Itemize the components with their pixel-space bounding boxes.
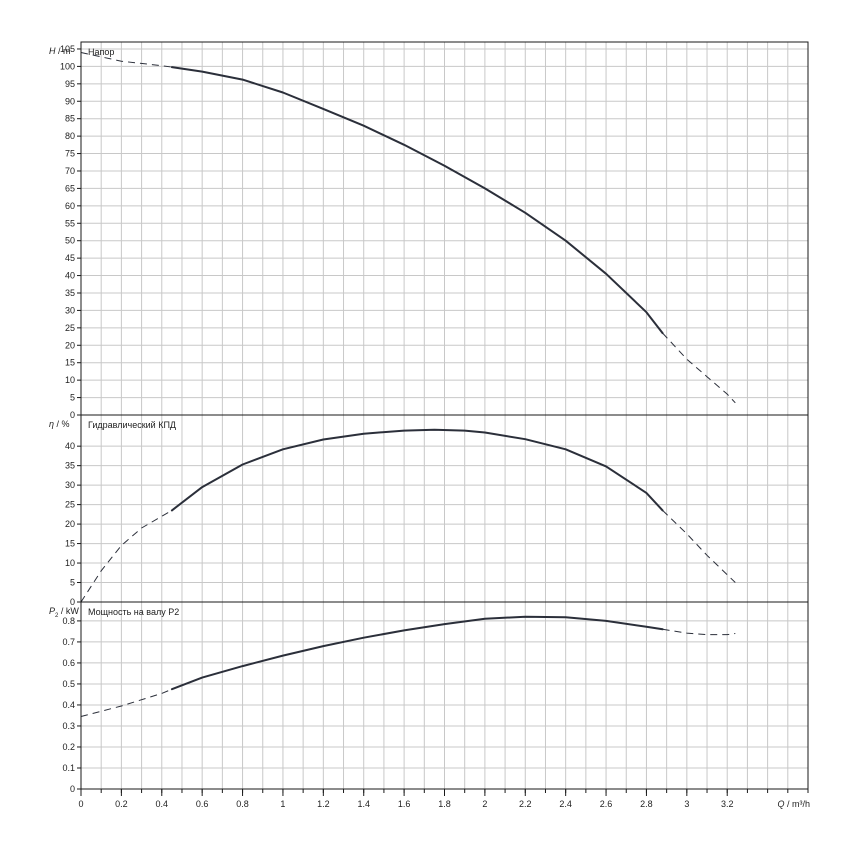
- y-tick-label: 15: [65, 358, 75, 368]
- y-tick-label: 0: [70, 784, 75, 794]
- x-tick-label: 1.6: [398, 799, 411, 809]
- y-tick-label: 35: [65, 461, 75, 471]
- y-tick-label: 20: [65, 519, 75, 529]
- y-tick-label: 40: [65, 271, 75, 281]
- y-tick-label: 5: [70, 578, 75, 588]
- x-tick-label: 2.4: [559, 799, 572, 809]
- y-tick-label: 80: [65, 131, 75, 141]
- y-tick-label: 0.5: [62, 679, 75, 689]
- x-tick-label: 2: [482, 799, 487, 809]
- x-tick-label: 1: [280, 799, 285, 809]
- panel-0: 0 5 10 15 20 25 30 35 40 45 50 55 60 65 70 75 80 85 90 95 10…: [49, 42, 808, 420]
- y-tick-label: 60: [65, 201, 75, 211]
- panel-title: Напор: [88, 47, 114, 57]
- y-tick-label: 0.7: [62, 637, 75, 647]
- y-tick-label: 85: [65, 114, 75, 124]
- y-tick-label: 75: [65, 149, 75, 159]
- x-axis: 0 0.2 0.4 0.6 0.8 1 1.2 1.4 1.6 1.8 2 2.2 2.4 2.6 2.8 3…: [78, 789, 810, 809]
- y-tick-label: 5: [70, 393, 75, 403]
- y-tick-label: 25: [65, 500, 75, 510]
- y-axis-label: P2 / kW: [49, 606, 79, 619]
- x-tick-label: 1.2: [317, 799, 330, 809]
- y-tick-label: 0.4: [62, 700, 75, 710]
- y-tick-label: 30: [65, 305, 75, 315]
- curve-solid-segment-1: [170, 615, 664, 691]
- y-tick-label: 0.3: [62, 721, 75, 731]
- horizontal-grid: [81, 48, 808, 399]
- y-tick-label: 0: [70, 597, 75, 607]
- y-tick-label: 10: [65, 558, 75, 568]
- horizontal-grid: [81, 620, 808, 769]
- y-tick-label: 10: [65, 375, 75, 385]
- curve-dashed-segment-2: [662, 628, 736, 636]
- y-tick-label: 0.6: [62, 658, 75, 668]
- vertical-grid: [100, 602, 789, 789]
- y-axis-label: H / m: [49, 46, 71, 56]
- x-tick-label: 2.2: [519, 799, 532, 809]
- panel-title: Гидравлический КПД: [88, 420, 176, 430]
- curve-dashed-segment-0: [80, 509, 173, 603]
- x-tick-label: 2.8: [640, 799, 653, 809]
- curve-dashed-segment-0: [80, 52, 172, 68]
- y-tick-label: 100: [60, 61, 75, 71]
- vertical-grid: [100, 42, 789, 415]
- x-tick-label: 0.8: [236, 799, 249, 809]
- y-tick-label: 95: [65, 79, 75, 89]
- y-tick-label: 25: [65, 323, 75, 333]
- curve-dashed-segment-0: [80, 688, 173, 717]
- y-tick-label: 20: [65, 340, 75, 350]
- horizontal-grid: [81, 445, 808, 584]
- curve-solid-segment-1: [170, 66, 664, 335]
- x-tick-label: 0.4: [156, 799, 169, 809]
- y-tick-label: 0.2: [62, 742, 75, 752]
- y-tick-label: 40: [65, 441, 75, 451]
- y-tick-label: 0.1: [62, 763, 75, 773]
- panel-2: 0 0.1 0.2 0.3 0.4 0.5 0.6 0.7 0.8 Мощность на вал…: [49, 602, 810, 809]
- x-tick-label: 3: [684, 799, 689, 809]
- x-axis-label: Q / m³/h: [777, 799, 810, 809]
- vertical-grid: [100, 415, 789, 602]
- x-tick-label: 1.8: [438, 799, 451, 809]
- y-tick-label: 45: [65, 253, 75, 263]
- y-tick-label: 65: [65, 183, 75, 193]
- y-tick-label: 0.8: [62, 616, 75, 626]
- y-tick-label: 0: [70, 410, 75, 420]
- panel-title: Мощность на валу P2: [88, 607, 179, 617]
- y-tick-label: 55: [65, 218, 75, 228]
- x-tick-label: 1.4: [357, 799, 370, 809]
- y-tick-label: 90: [65, 96, 75, 106]
- x-tick-label: 0.6: [196, 799, 209, 809]
- y-tick-label: 35: [65, 288, 75, 298]
- y-tick-label: 105: [60, 44, 75, 54]
- x-tick-label: 0: [78, 799, 83, 809]
- x-tick-label: 3.2: [721, 799, 734, 809]
- y-tick-label: 30: [65, 480, 75, 490]
- y-tick-label: 70: [65, 166, 75, 176]
- curve-dashed-segment-2: [662, 332, 736, 404]
- y-tick-label: 15: [65, 539, 75, 549]
- y-tick-label: 50: [65, 236, 75, 246]
- x-tick-label: 0.2: [115, 799, 128, 809]
- x-tick-label: 2.6: [600, 799, 613, 809]
- plot-frame: [80, 41, 809, 790]
- curve-dashed-segment-2: [662, 510, 736, 583]
- curve-solid-segment-1: [170, 428, 664, 512]
- y-axis-label: η / %: [49, 419, 70, 429]
- panel-1: 0 5 10 15 20 25 30 35 40 Гидравлический КПД η / %: [49, 415, 808, 607]
